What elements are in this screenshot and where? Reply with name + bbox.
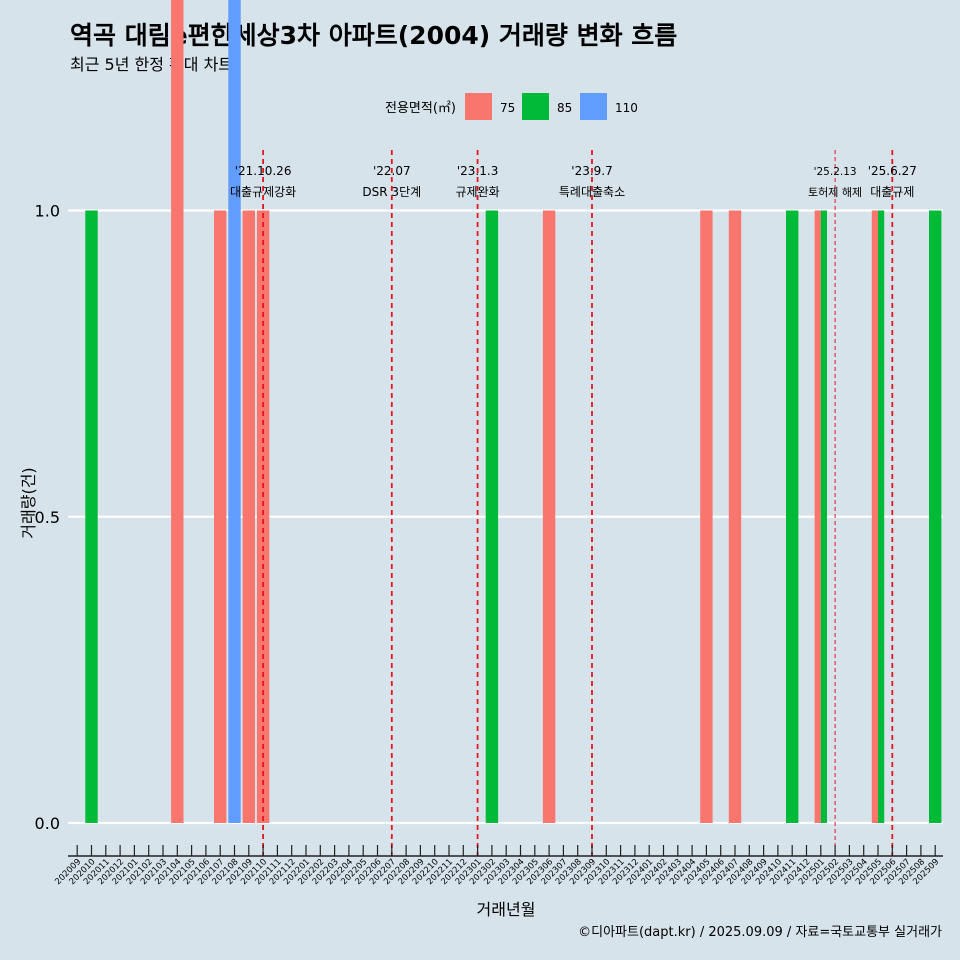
bar-85-202010 xyxy=(85,210,98,823)
chart-subtitle: 최근 5년 한정 확대 차트 xyxy=(70,55,233,74)
legend-label-110: 110 xyxy=(615,101,638,115)
event-label-202301: 규제완화 xyxy=(456,185,500,199)
legend-swatch-85 xyxy=(522,93,549,120)
bar-85-202501 xyxy=(820,210,827,823)
legend-swatch-110 xyxy=(580,93,607,120)
caption: ©디아파트(dapt.kr) / 2025.09.09 / 자료=국토교통부 실… xyxy=(578,925,942,940)
bar-75-202109 xyxy=(242,210,255,823)
bar-85-202302 xyxy=(485,210,499,823)
event-label-202506: 대출규제 xyxy=(870,185,914,199)
legend-label-85: 85 xyxy=(557,101,572,115)
y-tick-label: 0.0 xyxy=(35,814,60,833)
y-tick-label: 0.5 xyxy=(35,508,60,527)
bar-85-202505 xyxy=(878,210,885,823)
event-date-202502: '25.2.13 xyxy=(814,166,857,178)
grid-lines xyxy=(68,209,943,825)
y-tick-label: 1.0 xyxy=(35,202,60,221)
chart-title: 역곡 대림e편한세상3차 아파트(2004) 거래량 변화 흐름 xyxy=(70,21,677,50)
event-date-202506: '25.6.27 xyxy=(868,164,917,178)
legend: 전용면적(㎡) 75 85 110 xyxy=(385,93,638,120)
event-label-202309: 특례대출축소 xyxy=(559,185,625,199)
bar-75-202501 xyxy=(814,210,821,823)
bar-85-202411 xyxy=(786,210,799,823)
event-annotations: '21.10.26 대출규제강화 '22.07 DSR 3단계 '23.1.3 규제완화 '… xyxy=(230,150,917,856)
legend-label-75: 75 xyxy=(500,101,515,115)
bar-75-202405 xyxy=(700,210,713,823)
event-label-202502: 토허제 해제 xyxy=(808,185,862,199)
bar-110-202108 xyxy=(228,0,241,823)
legend-swatch-75 xyxy=(465,93,492,120)
bar-75-202407 xyxy=(728,210,742,823)
event-label-202110: 대출규제강화 xyxy=(230,185,296,199)
bars xyxy=(85,0,942,823)
x-axis: 2020092020102020112020122021012021022021… xyxy=(53,845,943,887)
x-axis-title: 거래년월 xyxy=(477,900,536,919)
bar-75-202104 xyxy=(171,0,184,823)
event-date-202207: '22.07 xyxy=(373,164,411,178)
bar-75-202505 xyxy=(871,210,878,823)
legend-title: 전용면적(㎡) xyxy=(385,101,456,116)
event-date-202301: '23.1.3 xyxy=(457,164,498,178)
event-date-202110: '21.10.26 xyxy=(235,164,292,178)
bar-75-202306 xyxy=(542,210,556,823)
event-label-202207: DSR 3단계 xyxy=(362,185,421,199)
bar-75-202110 xyxy=(256,210,270,823)
y-axis-title: 거래량(건) xyxy=(19,467,38,538)
event-date-202309: '23.9.7 xyxy=(571,164,612,178)
bar-75-202107 xyxy=(214,210,227,823)
bar-85-202509 xyxy=(929,210,942,823)
y-axis: 0.00.51.01.52.0 xyxy=(35,202,60,834)
